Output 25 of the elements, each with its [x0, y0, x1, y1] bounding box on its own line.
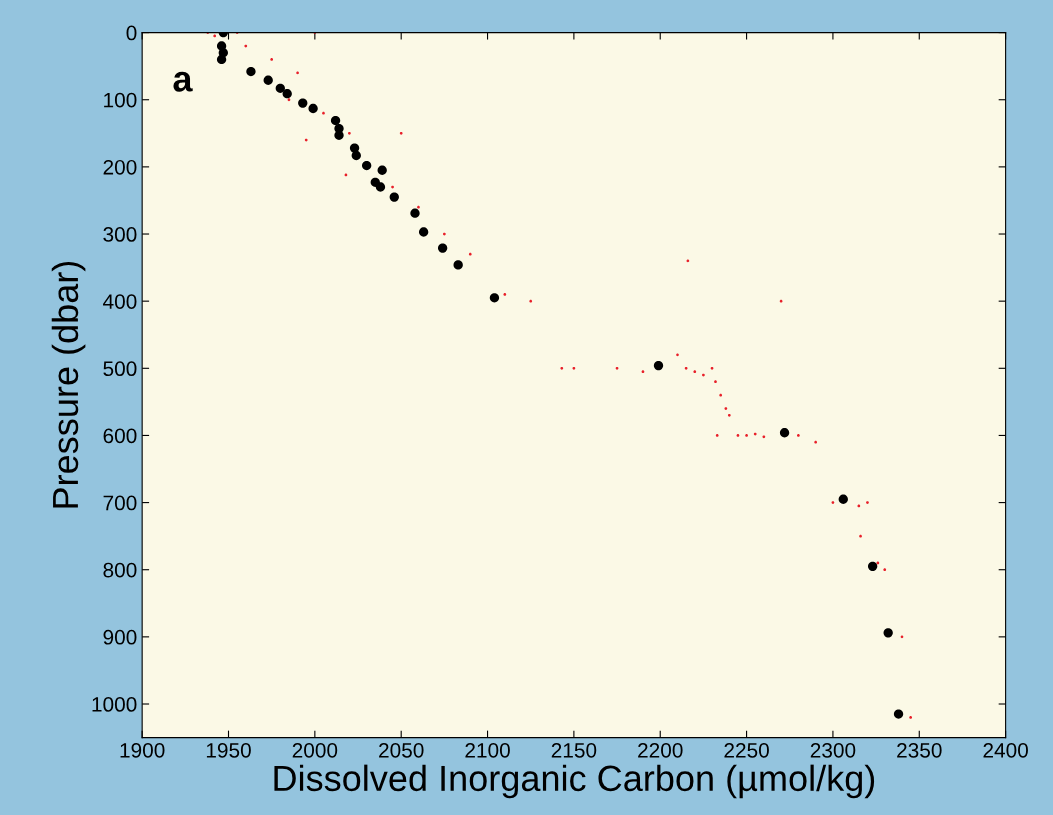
y-tick-label: 600: [103, 428, 137, 444]
annotation: a: [173, 71, 193, 92]
x-tick-label: 2000: [292, 742, 338, 758]
x-tick-label: 2350: [897, 742, 942, 758]
x-tick-label: 2250: [724, 742, 769, 758]
y-tick-label: 400: [103, 294, 137, 309]
y-tick-label: 500: [103, 361, 137, 377]
y-tick-label: 800: [103, 562, 137, 578]
x-tick-label: 2100: [465, 742, 510, 758]
y-tick-label: 900: [103, 629, 137, 645]
x-tick-label: 2200: [638, 742, 683, 758]
x-tick-label: 2150: [551, 742, 597, 758]
x-tick-label: 1900: [120, 742, 165, 758]
y-tick-label: 1000: [92, 697, 137, 712]
y-tick-label: 300: [103, 227, 137, 242]
y-axis-title: Pressure (dbar): [51, 261, 86, 508]
x-tick-label: 1950: [206, 742, 251, 758]
y-tick-label: 200: [103, 159, 137, 175]
y-tick-label: 0: [126, 25, 137, 41]
y-tick-label: 700: [103, 495, 137, 511]
x-tick-label: 2300: [810, 742, 856, 758]
x-tick-label: 2050: [379, 742, 424, 758]
y-tick-label: 100: [104, 92, 137, 108]
x-tick-label: 2400: [983, 742, 1028, 758]
x-axis-title: Dissolved Inorganic Carbon (µmol/kg): [274, 764, 875, 799]
